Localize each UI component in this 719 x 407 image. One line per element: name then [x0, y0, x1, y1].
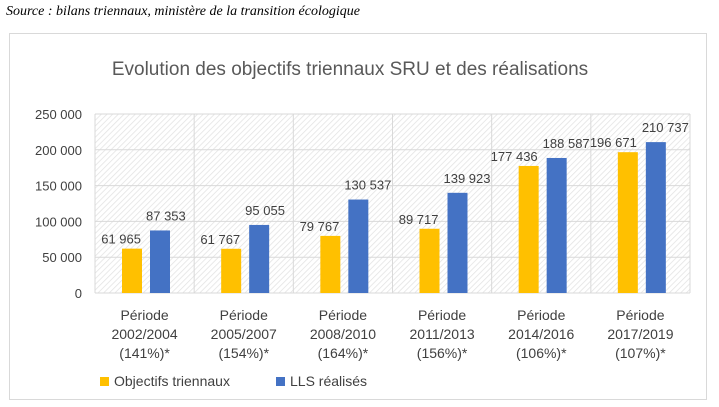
- bar-lls-realises: [150, 230, 170, 293]
- data-label: 61 965: [101, 232, 141, 247]
- y-tick-label: 250 000: [35, 107, 82, 122]
- legend-swatch: [100, 377, 109, 386]
- x-tick-label: (164%)*: [318, 345, 369, 361]
- x-tick-label: (106%)*: [516, 345, 567, 361]
- bar-objectifs: [221, 248, 242, 293]
- bar-lls-realises: [249, 224, 270, 293]
- data-label: 196 671: [590, 135, 637, 150]
- x-tick-label: 2005/2007: [211, 326, 277, 342]
- data-label: 87 353: [146, 208, 186, 223]
- chart-title: Evolution des objectifs triennaux SRU et…: [112, 59, 588, 80]
- chart-frame: [9, 33, 707, 400]
- x-tick-label: Période: [120, 307, 168, 323]
- y-tick-label: 100 000: [35, 214, 82, 229]
- bar-lls-realises: [348, 199, 369, 293]
- data-label: 210 737: [642, 120, 689, 135]
- x-tick-label: Période: [418, 307, 466, 323]
- bar-lls-realises: [645, 142, 666, 293]
- x-tick-label: (156%)*: [417, 345, 468, 361]
- bar-objectifs: [419, 228, 440, 293]
- x-tick-label: 2002/2004: [111, 326, 177, 342]
- x-tick-label: 2017/2019: [607, 326, 673, 342]
- y-tick-label: 200 000: [35, 143, 82, 158]
- x-tick-label: 2008/2010: [310, 326, 376, 342]
- x-tick-label: Période: [517, 307, 565, 323]
- x-tick-label: 2011/2013: [410, 326, 475, 342]
- x-tick-label: (107%)*: [615, 345, 666, 361]
- y-tick-label: 0: [75, 286, 82, 301]
- data-label: 188 587: [543, 136, 590, 151]
- bar-lls-realises: [447, 192, 468, 293]
- bar-lls-realises: [546, 157, 567, 293]
- x-tick-label: (154%)*: [218, 345, 269, 361]
- data-label: 89 717: [399, 212, 439, 227]
- data-label: 79 767: [300, 219, 340, 234]
- legend-swatch: [276, 377, 285, 386]
- legend-label: Objectifs triennaux: [114, 373, 230, 389]
- data-label: 177 436: [491, 149, 538, 164]
- x-tick-label: (141%)*: [119, 345, 170, 361]
- y-tick-label: 50 000: [42, 250, 82, 265]
- bar-objectifs: [518, 165, 539, 293]
- bar-objectifs: [617, 152, 638, 293]
- source-note: Source : bilans triennaux, ministère de …: [6, 4, 360, 19]
- y-tick-label: 150 000: [35, 179, 82, 194]
- data-label: 61 767: [200, 232, 240, 247]
- x-tick-label: Période: [616, 307, 664, 323]
- data-label: 139 923: [444, 171, 491, 186]
- data-label: 130 537: [344, 178, 391, 193]
- legend-label: LLS réalisés: [290, 373, 367, 389]
- x-tick-label: 2014/2016: [508, 326, 574, 342]
- bar-objectifs: [122, 248, 142, 293]
- x-tick-label: Période: [220, 307, 268, 323]
- bar-objectifs: [320, 235, 341, 293]
- data-label: 95 055: [245, 203, 285, 218]
- x-tick-label: Période: [319, 307, 367, 323]
